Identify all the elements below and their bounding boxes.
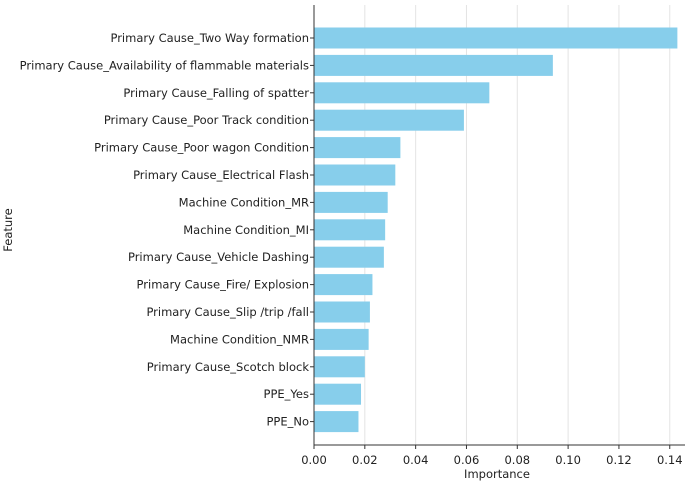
x-tick-label: 0.00 <box>301 453 327 467</box>
bar <box>314 411 359 433</box>
x-tick-label: 0.06 <box>454 453 480 467</box>
bars <box>314 27 678 433</box>
x-axis-title: Importance <box>464 467 530 481</box>
category-label: Primary Cause_Two Way formation <box>110 31 309 45</box>
bar <box>314 219 386 241</box>
bar <box>314 54 553 76</box>
category-label: Primary Cause_Availability of flammable … <box>20 58 309 72</box>
category-label: Machine Condition_NMR <box>170 332 309 346</box>
x-tick-label: 0.12 <box>606 453 632 467</box>
bar <box>314 109 464 131</box>
category-label: Primary Cause_Electrical Flash <box>133 168 309 182</box>
category-label: Primary Cause_Fire/ Explosion <box>137 278 309 292</box>
bar <box>314 164 396 186</box>
bar <box>314 301 370 323</box>
category-label: Primary Cause_Vehicle Dashing <box>128 250 309 264</box>
x-tick-label: 0.04 <box>403 453 429 467</box>
category-label: Primary Cause_Poor wagon Condition <box>94 141 309 155</box>
y-axis-title: Feature <box>1 208 15 251</box>
category-label: PPE_Yes <box>264 387 309 401</box>
x-tick-label: 0.08 <box>504 453 530 467</box>
bar <box>314 27 678 49</box>
axes <box>313 5 685 446</box>
x-tick-label: 0.14 <box>657 453 683 467</box>
bar <box>314 246 384 268</box>
category-label: Machine Condition_MR <box>179 195 309 209</box>
category-label: PPE_No <box>266 415 309 429</box>
bar <box>314 274 373 296</box>
category-labels: Primary Cause_Two Way formation Primary C… <box>20 31 314 429</box>
bar <box>314 328 369 350</box>
category-label: Machine Condition_MI <box>183 223 309 237</box>
category-label: Primary Cause_Falling of spatter <box>123 86 309 100</box>
x-tick-label: 0.10 <box>555 453 581 467</box>
bar <box>314 82 490 104</box>
category-label: Primary Cause_Scotch block <box>147 360 310 374</box>
x-tick-label: 0.02 <box>352 453 378 467</box>
bar <box>314 137 401 159</box>
category-label: Primary Cause_Slip /trip /fall <box>146 305 309 319</box>
bar <box>314 356 365 378</box>
grid-lines <box>313 5 671 449</box>
bar <box>314 383 362 405</box>
x-tick-labels: 0.00 0.02 0.04 0.06 0.08 0.10 0.12 0.14 <box>301 453 682 467</box>
bar <box>314 191 388 213</box>
category-label: Primary Cause_Poor Track condition <box>104 113 309 127</box>
